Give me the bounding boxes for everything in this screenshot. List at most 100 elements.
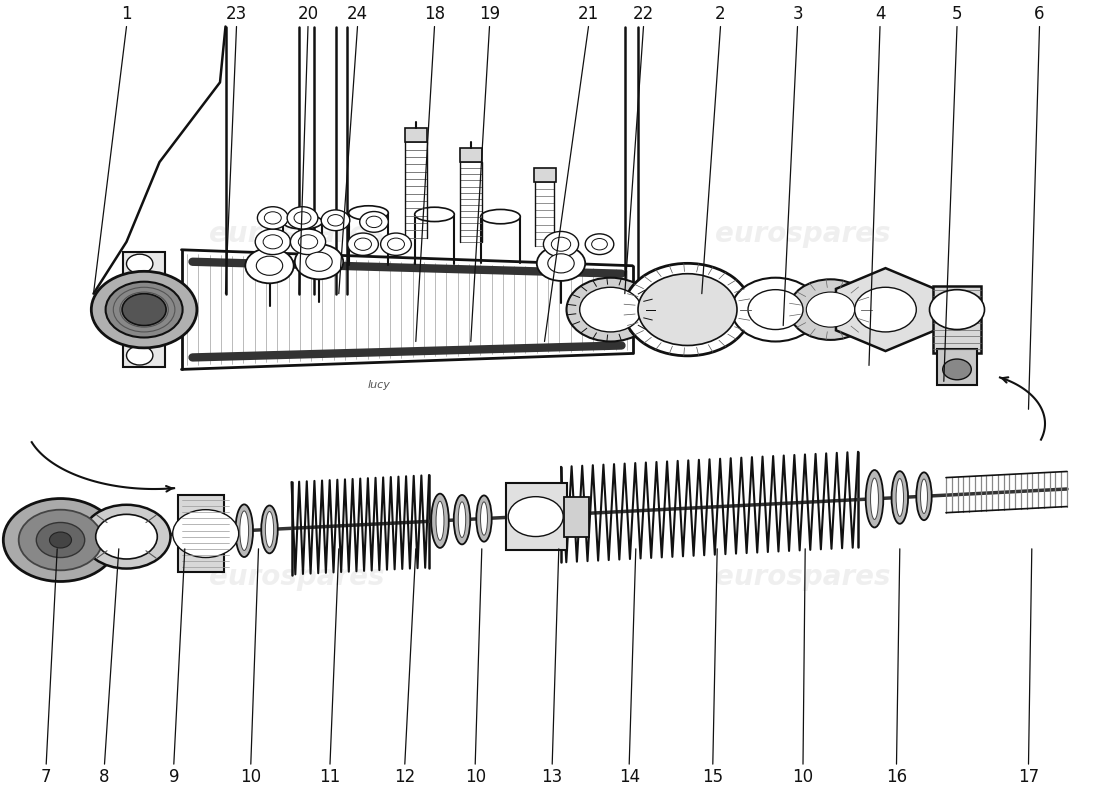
Circle shape (748, 290, 803, 330)
Circle shape (82, 505, 170, 569)
Bar (534, 168, 556, 182)
Bar (564, 497, 589, 537)
Text: 18: 18 (424, 5, 446, 22)
Ellipse shape (431, 494, 449, 548)
Circle shape (387, 238, 405, 250)
Circle shape (3, 498, 118, 582)
Text: 15: 15 (702, 768, 724, 786)
Text: 19: 19 (478, 5, 500, 22)
Bar (933, 286, 981, 354)
Circle shape (855, 287, 916, 332)
Text: 24: 24 (346, 5, 368, 22)
Circle shape (36, 522, 85, 558)
Ellipse shape (453, 495, 471, 544)
Text: 10: 10 (240, 768, 262, 786)
Circle shape (548, 254, 574, 273)
Circle shape (930, 290, 984, 330)
Ellipse shape (240, 511, 249, 550)
Ellipse shape (896, 478, 903, 517)
Circle shape (263, 235, 283, 249)
Circle shape (298, 235, 318, 249)
Text: 10: 10 (464, 768, 486, 786)
Text: 22: 22 (632, 5, 654, 22)
Circle shape (106, 282, 183, 338)
Text: 11: 11 (319, 768, 341, 786)
Text: 8: 8 (99, 768, 110, 786)
Ellipse shape (891, 471, 909, 524)
Circle shape (126, 254, 153, 274)
Circle shape (245, 248, 294, 283)
Text: 16: 16 (886, 768, 907, 786)
Circle shape (638, 274, 737, 346)
Text: 10: 10 (792, 768, 814, 786)
Circle shape (255, 229, 290, 254)
Circle shape (624, 263, 751, 356)
Circle shape (19, 510, 102, 570)
Circle shape (360, 211, 388, 232)
Bar (123, 252, 165, 367)
Ellipse shape (349, 206, 388, 220)
Text: 5: 5 (952, 5, 962, 22)
Polygon shape (836, 268, 935, 351)
Circle shape (354, 238, 372, 250)
Ellipse shape (415, 207, 454, 222)
Ellipse shape (870, 478, 879, 519)
Text: 4: 4 (874, 5, 886, 22)
Circle shape (543, 231, 579, 257)
Circle shape (126, 346, 153, 365)
Circle shape (256, 256, 283, 275)
Circle shape (508, 497, 563, 537)
Circle shape (806, 292, 855, 327)
Text: eurospares: eurospares (715, 220, 891, 248)
Text: 2: 2 (715, 5, 726, 22)
Ellipse shape (283, 214, 322, 229)
Text: 17: 17 (1018, 768, 1040, 786)
Circle shape (381, 233, 411, 255)
Circle shape (264, 212, 282, 224)
Ellipse shape (866, 470, 883, 527)
Ellipse shape (459, 502, 465, 538)
Text: eurospares: eurospares (209, 220, 385, 248)
Circle shape (290, 229, 326, 254)
Text: 7: 7 (41, 768, 52, 786)
Circle shape (789, 279, 872, 340)
Circle shape (295, 244, 343, 279)
Bar (178, 495, 224, 572)
Text: 21: 21 (578, 5, 600, 22)
Circle shape (943, 359, 971, 380)
Ellipse shape (262, 506, 277, 554)
Bar (460, 148, 482, 162)
Text: eurospares: eurospares (209, 562, 385, 590)
Ellipse shape (481, 210, 520, 224)
Circle shape (122, 294, 166, 326)
Bar (405, 128, 427, 142)
Text: 14: 14 (618, 768, 640, 786)
Bar (937, 350, 977, 386)
Ellipse shape (916, 472, 932, 520)
Circle shape (592, 238, 607, 250)
Circle shape (173, 510, 239, 558)
Text: lucy: lucy (368, 380, 390, 390)
Circle shape (585, 234, 614, 254)
Text: 9: 9 (168, 768, 179, 786)
Ellipse shape (481, 502, 487, 535)
Text: 1: 1 (121, 5, 132, 22)
Bar (506, 483, 566, 550)
Circle shape (551, 237, 571, 251)
Ellipse shape (436, 502, 444, 540)
Circle shape (348, 233, 378, 255)
Circle shape (96, 514, 157, 559)
Text: 6: 6 (1034, 5, 1045, 22)
Circle shape (566, 278, 654, 342)
Text: 12: 12 (394, 768, 416, 786)
Text: eurospares: eurospares (715, 562, 891, 590)
Circle shape (91, 271, 197, 348)
Circle shape (257, 206, 288, 229)
Circle shape (287, 206, 318, 229)
Text: 23: 23 (226, 5, 248, 22)
Ellipse shape (476, 495, 492, 542)
Circle shape (328, 214, 343, 226)
Circle shape (366, 216, 382, 227)
Text: 13: 13 (541, 768, 563, 786)
Ellipse shape (265, 511, 274, 547)
